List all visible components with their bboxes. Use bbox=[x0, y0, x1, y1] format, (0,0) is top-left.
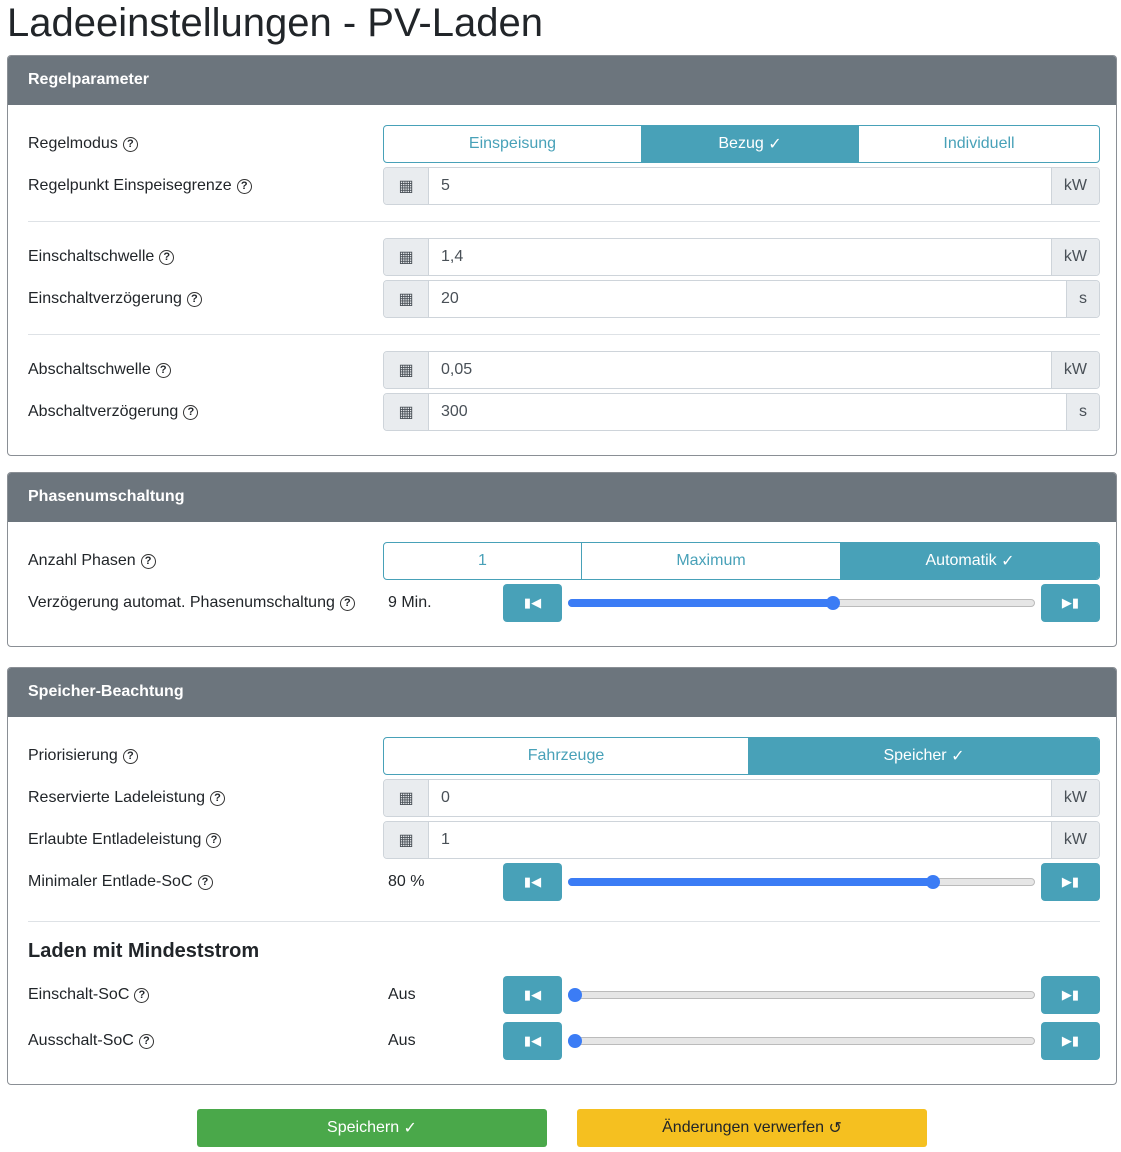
help-icon[interactable]: ? bbox=[138, 1033, 154, 1049]
card-header: Speicher-Beachtung bbox=[8, 668, 1116, 717]
unit: kW bbox=[1050, 352, 1099, 388]
slider[interactable] bbox=[568, 1022, 1035, 1060]
decrease-button[interactable]: ▮◀ bbox=[503, 976, 562, 1014]
slider-thumb bbox=[826, 596, 841, 610]
card-header: Regelparameter bbox=[8, 56, 1116, 105]
help-icon[interactable]: ? bbox=[339, 595, 355, 611]
option-automatik[interactable]: Automatik ✓ bbox=[841, 543, 1099, 579]
option-fahrzeuge[interactable]: Fahrzeuge bbox=[384, 738, 749, 774]
page-title: Ladeeinstellungen - PV-Laden bbox=[7, 1, 543, 45]
calculator-icon[interactable]: ▦ bbox=[384, 822, 429, 858]
calculator-icon[interactable]: ▦ bbox=[384, 394, 429, 430]
increase-button[interactable]: ▶▮ bbox=[1041, 584, 1100, 622]
calculator-icon[interactable]: ▦ bbox=[384, 168, 429, 204]
discard-button[interactable]: Änderungen verwerfen ↺ bbox=[577, 1109, 927, 1147]
slider-thumb bbox=[925, 875, 940, 889]
help-icon[interactable]: ? bbox=[122, 136, 138, 152]
increase-button[interactable]: ▶▮ bbox=[1041, 863, 1100, 901]
divider bbox=[28, 221, 1100, 222]
option-einspeisung[interactable]: Einspeisung bbox=[384, 126, 642, 162]
slider[interactable] bbox=[568, 976, 1035, 1014]
label: Einschalt-SoC bbox=[28, 986, 130, 1003]
label: Anzahl Phasen bbox=[28, 552, 136, 569]
help-icon[interactable]: ? bbox=[140, 553, 156, 569]
label: Abschaltverzögerung bbox=[28, 403, 179, 420]
label: Einschaltschwelle bbox=[28, 248, 155, 265]
phasenumschaltung-card: Phasenumschaltung Anzahl Phasen? 1 Maxim… bbox=[7, 472, 1117, 647]
label: Verzögerung automat. Phasenumschaltung bbox=[28, 594, 335, 611]
label: Regelpunkt Einspeisegrenze bbox=[28, 177, 232, 194]
save-button[interactable]: Speichern ✓ bbox=[197, 1109, 547, 1147]
label: Abschaltschwelle bbox=[28, 361, 151, 378]
increase-button[interactable]: ▶▮ bbox=[1041, 976, 1100, 1014]
help-icon[interactable]: ? bbox=[206, 832, 222, 848]
abschaltschwelle-input[interactable]: ▦ 0,05 kW bbox=[383, 351, 1100, 389]
phasen-toggle: 1 Maximum Automatik ✓ bbox=[383, 542, 1100, 580]
help-icon[interactable]: ? bbox=[134, 987, 150, 1003]
einschaltverzoegerung-input[interactable]: ▦ 20 s bbox=[383, 280, 1100, 318]
help-icon[interactable]: ? bbox=[155, 362, 171, 378]
label: Minimaler Entlade-SoC bbox=[28, 873, 193, 890]
label: Regelmodus bbox=[28, 135, 118, 152]
erlaubte-entladeleistung-input[interactable]: ▦ 1 kW bbox=[383, 821, 1100, 859]
label: Einschaltverzögerung bbox=[28, 290, 182, 307]
slider-thumb bbox=[568, 988, 582, 1002]
help-icon[interactable]: ? bbox=[122, 748, 138, 764]
unit: s bbox=[1066, 281, 1099, 317]
section-heading: Laden mit Mindeststrom bbox=[28, 940, 260, 962]
reservierte-ladeleistung-input[interactable]: ▦ 0 kW bbox=[383, 779, 1100, 817]
help-icon[interactable]: ? bbox=[197, 874, 213, 890]
calculator-icon[interactable]: ▦ bbox=[384, 352, 429, 388]
calculator-icon[interactable]: ▦ bbox=[384, 281, 429, 317]
help-icon[interactable]: ? bbox=[210, 790, 225, 806]
regelparameter-card: Regelparameter Regelmodus? Einspeisung B… bbox=[7, 55, 1117, 456]
abschaltverzoegerung-input[interactable]: ▦ 300 s bbox=[383, 393, 1100, 431]
option-speicher[interactable]: Speicher ✓ bbox=[749, 738, 1099, 774]
priorisierung-toggle: Fahrzeuge Speicher ✓ bbox=[383, 737, 1100, 775]
divider bbox=[28, 921, 1100, 922]
help-icon[interactable]: ? bbox=[159, 249, 175, 265]
option-maximum[interactable]: Maximum bbox=[582, 543, 841, 579]
unit: kW bbox=[1050, 168, 1099, 204]
slider-value: 80 % bbox=[388, 873, 425, 890]
speicher-card: Speicher-Beachtung Priorisierung? Fahrze… bbox=[7, 667, 1117, 1085]
help-icon[interactable]: ? bbox=[186, 291, 202, 307]
calculator-icon[interactable]: ▦ bbox=[384, 780, 429, 816]
einschaltschwelle-input[interactable]: ▦ 1,4 kW bbox=[383, 238, 1100, 276]
regelmodus-toggle: Einspeisung Bezug ✓ Individuell bbox=[383, 125, 1100, 163]
calculator-icon[interactable]: ▦ bbox=[384, 239, 429, 275]
unit: s bbox=[1066, 394, 1099, 430]
slider-value: Aus bbox=[388, 986, 416, 1003]
decrease-button[interactable]: ▮◀ bbox=[503, 1022, 562, 1060]
slider-thumb bbox=[568, 1034, 582, 1048]
label: Priorisierung bbox=[28, 747, 118, 764]
option-1[interactable]: 1 bbox=[384, 543, 582, 579]
decrease-button[interactable]: ▮◀ bbox=[503, 863, 562, 901]
decrease-button[interactable]: ▮◀ bbox=[503, 584, 562, 622]
increase-button[interactable]: ▶▮ bbox=[1041, 1022, 1100, 1060]
label: Ausschalt-SoC bbox=[28, 1032, 134, 1049]
check-icon: ✓ bbox=[403, 1120, 417, 1137]
label: Reservierte Ladeleistung bbox=[28, 789, 205, 806]
slider[interactable] bbox=[568, 584, 1035, 622]
option-individuell[interactable]: Individuell bbox=[943, 135, 1015, 152]
help-icon[interactable]: ? bbox=[183, 404, 199, 420]
slider-value: Aus bbox=[388, 1032, 416, 1049]
label: Erlaubte Entladeleistung bbox=[28, 831, 202, 848]
slider-value: 9 Min. bbox=[388, 594, 432, 611]
slider[interactable] bbox=[568, 863, 1035, 901]
help-icon[interactable]: ? bbox=[236, 178, 252, 194]
undo-icon: ↺ bbox=[828, 1120, 842, 1137]
unit: kW bbox=[1050, 780, 1099, 816]
card-header: Phasenumschaltung bbox=[8, 473, 1116, 522]
regelpunkt-input[interactable]: ▦ 5 kW bbox=[383, 167, 1100, 205]
unit: kW bbox=[1050, 822, 1099, 858]
option-bezug[interactable]: Bezug ✓ bbox=[642, 126, 859, 162]
divider bbox=[28, 334, 1100, 335]
unit: kW bbox=[1050, 239, 1099, 275]
